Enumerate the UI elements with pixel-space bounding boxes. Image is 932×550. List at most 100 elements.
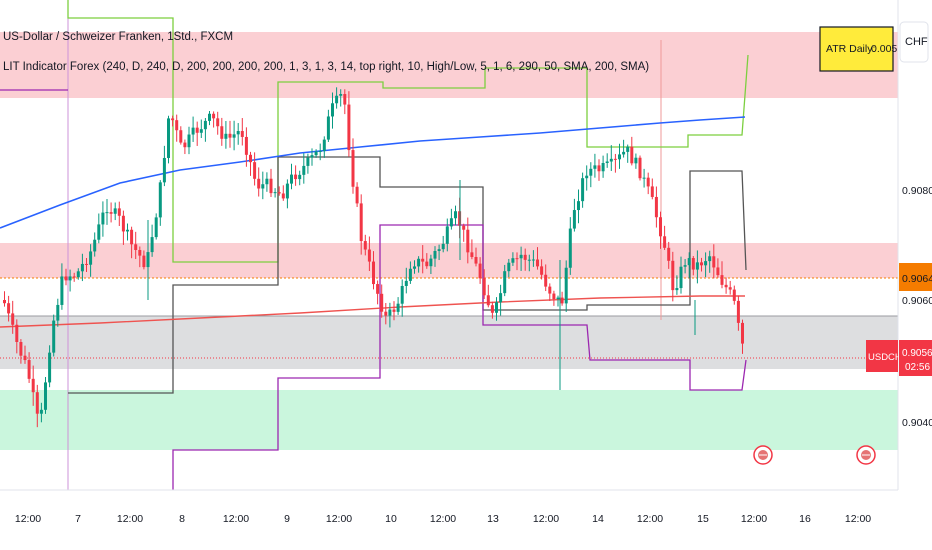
- symbol-tag: USDCHF 0.90566 02:56: [866, 340, 932, 376]
- candle: [187, 126, 191, 155]
- zone-gray: [0, 316, 898, 369]
- svg-text:0.90566: 0.90566: [902, 348, 932, 359]
- time-axis-ticks: 12:00 7 12:00 8 12:00 9 12:00 10 12:00 13 12:00 14 1…: [15, 513, 871, 525]
- candle: [646, 172, 650, 195]
- candle: [359, 194, 363, 255]
- candles-group: [3, 87, 744, 428]
- candle: [343, 89, 347, 115]
- candle: [630, 136, 634, 166]
- x-tick-label: 12:00: [430, 513, 456, 525]
- candle: [589, 162, 593, 188]
- candle: [413, 260, 416, 274]
- candle: [376, 280, 380, 305]
- candle: [89, 244, 93, 277]
- x-tick-label: 15: [697, 513, 709, 525]
- candle: [11, 300, 15, 334]
- event-icon-us-1[interactable]: [753, 445, 773, 465]
- currency-button[interactable]: CHF: [899, 21, 929, 63]
- x-tick-label: 9: [284, 513, 290, 525]
- candle: [306, 153, 310, 174]
- candle: [347, 91, 351, 157]
- candle: [355, 182, 359, 208]
- x-tick-label: 12:00: [845, 513, 871, 525]
- price-tag-orange: 0.90645: [899, 263, 932, 291]
- candle: [515, 252, 519, 271]
- candle: [503, 264, 507, 297]
- candle: [113, 202, 117, 221]
- candle: [52, 314, 56, 357]
- candle: [650, 178, 654, 200]
- candle: [441, 235, 445, 253]
- candle: [265, 172, 269, 192]
- candle: [31, 365, 35, 406]
- candle: [667, 241, 671, 269]
- candle: [700, 257, 703, 272]
- candle: [208, 110, 211, 126]
- x-tick-label: 10: [385, 513, 397, 525]
- candle: [417, 256, 421, 273]
- candle: [220, 117, 224, 146]
- candle: [581, 172, 585, 208]
- x-tick-label: 12:00: [117, 513, 143, 525]
- candle: [203, 117, 207, 142]
- candle: [687, 252, 691, 279]
- x-tick-label: 14: [592, 513, 604, 525]
- candle: [269, 168, 273, 197]
- candle: [318, 143, 322, 161]
- candle: [531, 250, 535, 267]
- x-tick-label: 16: [799, 513, 811, 525]
- candle: [728, 280, 732, 295]
- candle: [556, 295, 560, 307]
- candle: [536, 247, 539, 270]
- candle: [335, 87, 339, 109]
- candle: [23, 345, 27, 364]
- candle: [56, 298, 60, 327]
- candle: [638, 155, 642, 181]
- candle: [626, 144, 630, 163]
- candle: [519, 246, 523, 271]
- candle: [121, 210, 125, 245]
- candle: [675, 275, 679, 295]
- candle: [7, 295, 11, 322]
- candle: [15, 319, 19, 354]
- x-tick-label: 12:00: [15, 513, 41, 525]
- atr-value: 0.005: [871, 43, 897, 55]
- candle: [298, 170, 302, 186]
- candle: [191, 116, 195, 142]
- candle: [363, 234, 367, 256]
- candle: [408, 261, 412, 284]
- candle: [27, 352, 31, 383]
- candle: [622, 139, 626, 158]
- candle: [585, 165, 589, 191]
- candle: [80, 253, 84, 282]
- candle: [216, 111, 220, 135]
- candle: [244, 127, 248, 167]
- event-icon-us-2[interactable]: [856, 445, 876, 465]
- candle: [322, 136, 326, 158]
- candle: [228, 120, 232, 148]
- candle: [704, 252, 708, 278]
- candle: [339, 89, 343, 107]
- candle: [495, 297, 498, 321]
- candle: [48, 345, 52, 388]
- zone-red-upper: [0, 32, 898, 98]
- candle: [741, 319, 744, 354]
- candle: [527, 254, 531, 272]
- candle: [138, 246, 142, 268]
- candle: [76, 268, 80, 280]
- svg-text:CHF: CHF: [905, 36, 928, 48]
- candle: [499, 284, 503, 316]
- candle: [314, 149, 318, 158]
- candle: [175, 114, 179, 142]
- candle: [199, 119, 203, 138]
- candle: [302, 153, 306, 184]
- candle: [72, 272, 76, 282]
- candle: [486, 284, 490, 308]
- zone-green: [0, 390, 898, 450]
- candle: [167, 115, 170, 164]
- candle: [261, 171, 265, 200]
- candle: [117, 201, 121, 227]
- candle: [618, 143, 621, 169]
